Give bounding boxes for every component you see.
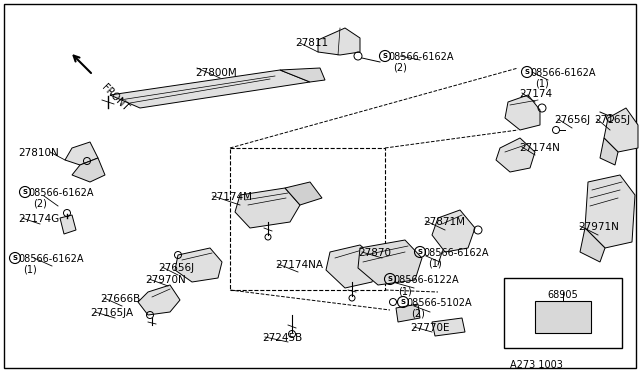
- Polygon shape: [326, 245, 378, 288]
- Polygon shape: [175, 248, 222, 282]
- Text: 27811: 27811: [295, 38, 328, 48]
- Text: S: S: [387, 276, 392, 282]
- Text: 27165JA: 27165JA: [90, 308, 133, 318]
- Polygon shape: [432, 210, 475, 252]
- Polygon shape: [285, 182, 322, 205]
- Text: (2): (2): [33, 199, 47, 209]
- Text: (2): (2): [393, 63, 407, 73]
- Text: S: S: [525, 69, 529, 75]
- Text: (2): (2): [411, 309, 425, 319]
- Text: 08566-6162A: 08566-6162A: [28, 188, 93, 198]
- Polygon shape: [600, 138, 618, 165]
- Polygon shape: [280, 68, 325, 82]
- Text: 27174N: 27174N: [519, 143, 560, 153]
- Polygon shape: [432, 318, 465, 336]
- Text: 27970N: 27970N: [145, 275, 186, 285]
- Text: 08566-6122A: 08566-6122A: [393, 275, 459, 285]
- Polygon shape: [535, 301, 591, 333]
- Polygon shape: [585, 175, 635, 248]
- Text: 27810N: 27810N: [18, 148, 59, 158]
- Polygon shape: [110, 70, 310, 108]
- Text: 27666B: 27666B: [100, 294, 140, 304]
- Text: S: S: [13, 255, 17, 261]
- Text: S: S: [22, 189, 28, 195]
- Text: S: S: [383, 53, 387, 59]
- Text: 08566-6162A: 08566-6162A: [388, 52, 454, 62]
- Text: 27174M: 27174M: [210, 192, 252, 202]
- Polygon shape: [496, 138, 535, 172]
- Polygon shape: [358, 240, 422, 285]
- Polygon shape: [604, 108, 638, 152]
- Bar: [230, 148, 385, 290]
- Text: 08566-6162A: 08566-6162A: [530, 68, 595, 78]
- Text: A273 1003: A273 1003: [510, 360, 563, 370]
- Text: 27245B: 27245B: [262, 333, 302, 343]
- Polygon shape: [580, 228, 605, 262]
- Text: 27656J: 27656J: [554, 115, 590, 125]
- Polygon shape: [505, 95, 540, 130]
- Text: 27165J: 27165J: [594, 115, 630, 125]
- Text: (1): (1): [535, 79, 548, 89]
- Text: 08566-6162A: 08566-6162A: [423, 248, 488, 258]
- Text: 27770E: 27770E: [410, 323, 449, 333]
- Text: 27971N: 27971N: [578, 222, 619, 232]
- Polygon shape: [235, 188, 300, 228]
- Text: 27870: 27870: [358, 248, 391, 258]
- Polygon shape: [138, 285, 180, 315]
- Polygon shape: [396, 304, 420, 322]
- Text: (1): (1): [398, 286, 412, 296]
- Polygon shape: [65, 142, 98, 165]
- Text: 27174: 27174: [519, 89, 552, 99]
- Polygon shape: [72, 158, 105, 182]
- Text: S: S: [417, 249, 422, 255]
- Text: 27656J: 27656J: [158, 263, 194, 273]
- Text: (1): (1): [428, 259, 442, 269]
- Bar: [504, 278, 622, 348]
- Text: 27174G: 27174G: [18, 214, 60, 224]
- Text: S: S: [401, 299, 406, 305]
- Text: FRONT: FRONT: [100, 82, 131, 113]
- Text: 68905: 68905: [548, 290, 579, 300]
- Text: 08566-6162A: 08566-6162A: [18, 254, 83, 264]
- Text: 27174NA: 27174NA: [275, 260, 323, 270]
- Polygon shape: [60, 215, 76, 234]
- Polygon shape: [318, 28, 360, 55]
- Text: 08566-5102A: 08566-5102A: [406, 298, 472, 308]
- Text: (1): (1): [23, 265, 36, 275]
- Text: 27800M: 27800M: [195, 68, 237, 78]
- Text: 27871M: 27871M: [423, 217, 465, 227]
